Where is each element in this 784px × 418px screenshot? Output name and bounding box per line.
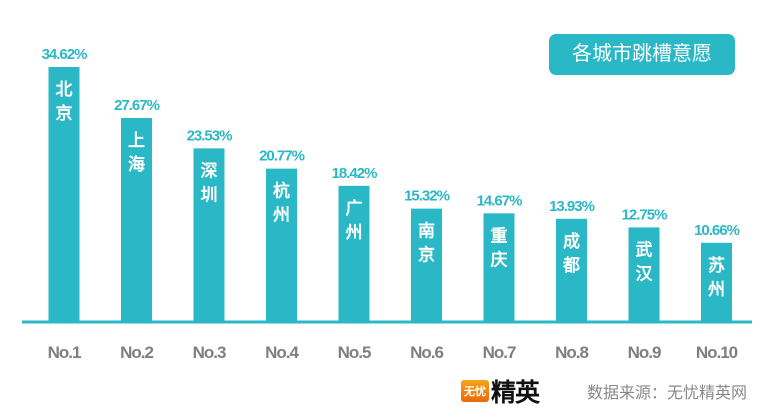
bar-city-label: 杭 <box>273 181 290 201</box>
x-tick-label: No.4 <box>265 343 299 362</box>
bar <box>628 227 660 321</box>
data-label: 23.53% <box>187 127 233 144</box>
data-label: 13.93% <box>549 198 595 215</box>
bar <box>338 185 370 321</box>
bar-city-label: 上 <box>128 131 145 150</box>
data-label: 12.75% <box>622 206 668 223</box>
bar <box>556 218 587 321</box>
x-tick-label: No.7 <box>483 343 516 362</box>
bar <box>266 168 297 321</box>
bar-city-label: 圳 <box>201 185 218 204</box>
bar-city-label: 州 <box>272 206 290 225</box>
x-tick-label: No.3 <box>193 343 226 362</box>
x-tick-label: No.1 <box>48 343 81 362</box>
bar-city-label: 南 <box>418 221 435 241</box>
x-tick-label: No.8 <box>555 343 588 362</box>
bar-city-label: 庆 <box>491 249 508 269</box>
x-tick-label: No.10 <box>696 343 738 362</box>
bar <box>193 148 225 321</box>
data-label: 18.42% <box>332 165 378 182</box>
x-tick-label: No.2 <box>120 343 153 362</box>
source-note: 数据来源：无忧精英网 <box>587 385 748 402</box>
bar <box>701 242 732 321</box>
data-label: 10.66% <box>694 222 740 239</box>
bar-city-label: 武 <box>636 239 653 259</box>
data-label: 34.62% <box>42 46 88 63</box>
chart-title: 各城市跳槽意愿 <box>549 34 735 75</box>
bar-city-label: 苏 <box>708 255 725 275</box>
bar-city-label: 都 <box>562 255 580 275</box>
logo-text: 精英 <box>491 379 540 407</box>
bar-city-label: 京 <box>418 245 435 265</box>
x-tick-label: No.9 <box>628 343 661 362</box>
bar <box>48 67 80 321</box>
bar-city-label: 深 <box>201 160 218 180</box>
bar-city-label: 成 <box>563 231 580 251</box>
data-label: 20.77% <box>259 148 305 165</box>
bar-city-label: 京 <box>56 103 73 123</box>
bar-city-label: 北 <box>56 80 73 99</box>
data-label: 15.32% <box>404 188 450 205</box>
bar-city-label: 重 <box>491 225 508 245</box>
bar-city-label: 海 <box>128 154 145 174</box>
logo-badge: 无忧 <box>461 380 489 402</box>
bar-city-label: 州 <box>345 223 363 242</box>
data-label: 14.67% <box>477 192 523 209</box>
bar-city-label: 汉 <box>636 264 654 283</box>
x-tick-label: No.6 <box>410 343 443 362</box>
x-tick-label: No.5 <box>338 343 371 362</box>
bar <box>121 117 152 321</box>
logo: 无忧 精英 <box>461 373 540 409</box>
bar-city-label: 州 <box>707 280 725 299</box>
bar-city-label: 广 <box>346 198 363 218</box>
data-label: 27.67% <box>114 97 160 114</box>
bar <box>483 213 515 321</box>
bar <box>411 208 442 321</box>
